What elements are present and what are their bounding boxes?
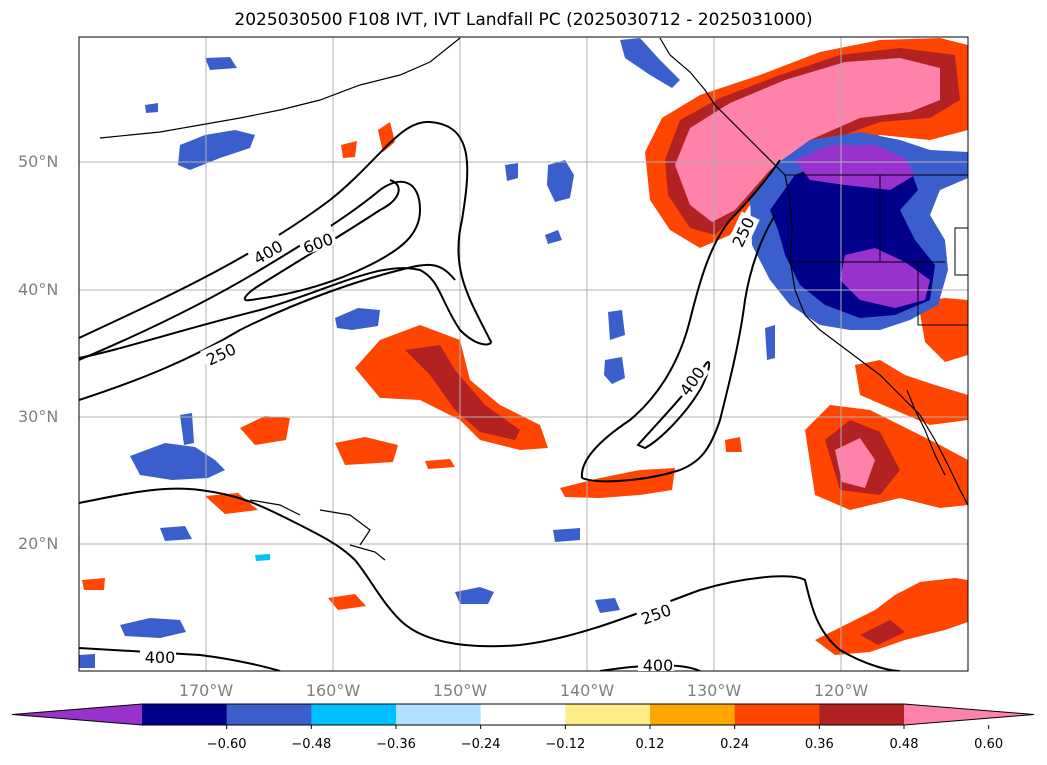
- colorbar-segment: [142, 704, 228, 725]
- colorbar-segment: [311, 704, 397, 725]
- negative-ivt-shading: [79, 38, 968, 668]
- lon-label-170w: 170°W: [178, 681, 234, 700]
- coastlines: [99, 37, 968, 561]
- lon-label-160w: 160°W: [305, 681, 361, 700]
- lon-label-120w: 120°W: [813, 681, 869, 700]
- lon-label-150w: 150°W: [432, 681, 488, 700]
- map-title: 2025030500 F108 IVT, IVT Landfall PC (20…: [234, 10, 813, 30]
- colorbar-tick-label: 0.36: [804, 737, 834, 752]
- contour-label-400: 400: [643, 656, 674, 675]
- colorbar-tick-label: 0.48: [889, 737, 919, 752]
- lat-label-50n: 50°N: [18, 152, 59, 171]
- ivt-contours: [79, 120, 901, 671]
- contour-label-400: 400: [145, 648, 176, 667]
- colorbar-tick-label: −0.12: [545, 737, 586, 752]
- lat-label-40n: 40°N: [18, 280, 59, 299]
- colorbar-tick-label: 0.60: [974, 737, 1004, 752]
- colorbar-tick-label: −0.60: [206, 737, 247, 752]
- political-borders: [785, 174, 968, 326]
- colorbar-extend-low: [12, 704, 142, 725]
- lon-label-130w: 130°W: [686, 681, 742, 700]
- colorbar-tick-label: 0.24: [720, 737, 750, 752]
- graticule: [79, 37, 968, 671]
- colorbar-segment: [226, 704, 312, 725]
- colorbar-tick-label: −0.36: [376, 737, 416, 752]
- map-frame: [78, 36, 969, 672]
- colorbar-segment: [734, 704, 820, 725]
- colorbar-segment: [565, 704, 651, 725]
- colorbar: [11, 703, 1035, 729]
- colorbar-tick-label: 0.12: [635, 737, 665, 752]
- colorbar-segment: [650, 704, 736, 725]
- colorbar-segment: [480, 704, 566, 725]
- colorbar-extend-high: [904, 704, 1034, 725]
- colorbar-segment: [819, 704, 905, 725]
- lon-label-140w: 140°W: [559, 681, 615, 700]
- colorbar-segment: [396, 704, 482, 725]
- colorbar-outline: [11, 703, 1035, 726]
- lat-label-20n: 20°N: [18, 534, 59, 553]
- lat-label-30n: 30°N: [18, 407, 59, 426]
- colorbar-tick-label: −0.48: [291, 737, 332, 752]
- colorbar-tick-label: −0.24: [460, 737, 501, 752]
